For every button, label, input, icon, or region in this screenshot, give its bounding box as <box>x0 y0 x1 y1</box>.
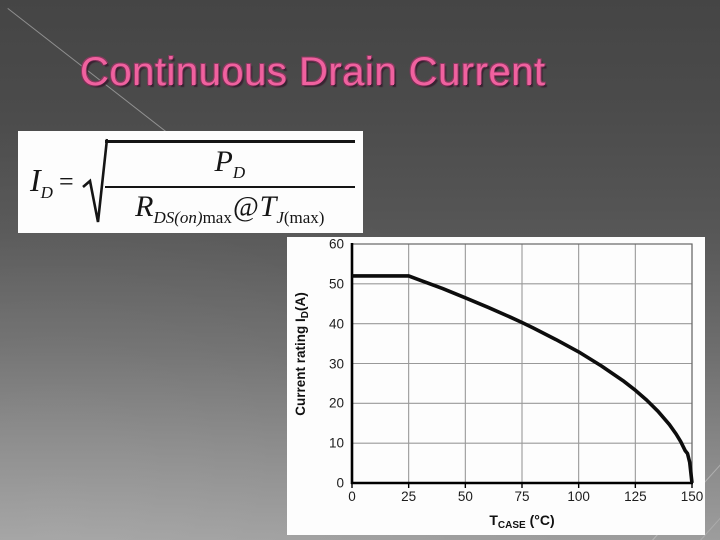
y-tick-label: 10 <box>328 435 344 451</box>
formula-equals-sign: = <box>58 167 74 196</box>
derating-chart: 0 10 20 30 40 50 60 0 25 50 75 100 125 150 Current ra… <box>287 237 705 535</box>
y-tick-label: 60 <box>328 236 344 252</box>
formula-rdson-subscript: DS(on) <box>153 207 203 227</box>
x-axis-title-text: T <box>489 512 498 528</box>
formula-tj-symbol: T <box>259 189 277 223</box>
formula-radicand: PD RDS(on)max@TJ(max) <box>104 139 355 228</box>
x-tick-label: 75 <box>514 489 530 504</box>
x-tick-label: 125 <box>624 489 647 504</box>
formula-box: ID = PD RDS(on)max@TJ(max) <box>18 131 363 233</box>
y-axis-title: Current rating ID(A) <box>293 292 311 416</box>
formula-lhs-subscript: D <box>40 182 53 202</box>
slide-title: Continuous Drain Current <box>80 50 546 94</box>
y-tick-label: 30 <box>328 356 344 371</box>
x-axis-title-unit: (°C) <box>525 512 555 528</box>
x-tick-label: 150 <box>680 489 704 504</box>
y-tick-label: 20 <box>328 395 344 411</box>
x-tick-label: 25 <box>401 489 417 504</box>
formula-tj-subscript: J <box>276 207 284 227</box>
formula-rdson-symbol: R <box>135 189 154 223</box>
x-axis-title: TCASE (°C) <box>489 512 554 531</box>
y-axis-title-text: Current rating I <box>293 318 308 416</box>
formula-radical: PD RDS(on)max@TJ(max) <box>81 137 355 228</box>
formula-lhs: ID <box>30 162 53 203</box>
formula-numerator-symbol: P <box>214 144 233 178</box>
x-tick-label: 0 <box>348 489 356 504</box>
y-axis-title-subscript: D <box>300 311 311 319</box>
square-root-icon <box>81 138 108 222</box>
x-axis-title-subscript: CASE <box>497 520 526 531</box>
y-tick-label: 50 <box>328 276 344 292</box>
formula-numerator-subscript: D <box>232 162 246 182</box>
chart-plot <box>350 243 694 488</box>
y-axis-title-unit: (A) <box>293 292 308 311</box>
tick-labels-layer: 0 10 20 30 40 50 60 0 25 50 75 100 125 150 <box>287 237 705 535</box>
formula-lhs-symbol: I <box>30 161 41 198</box>
formula-at-sign: @ <box>232 191 259 223</box>
formula-tj-max-label: (max) <box>283 207 325 227</box>
x-tick-label: 50 <box>457 489 473 504</box>
x-tick-label: 100 <box>567 489 590 504</box>
formula-rdson-max-label: max <box>202 207 232 227</box>
formula-denominator: RDS(on)max@TJ(max) <box>105 188 355 228</box>
y-tick-label: 40 <box>328 316 344 332</box>
y-tick-label: 0 <box>336 475 344 491</box>
formula-numerator: PD <box>104 143 355 188</box>
